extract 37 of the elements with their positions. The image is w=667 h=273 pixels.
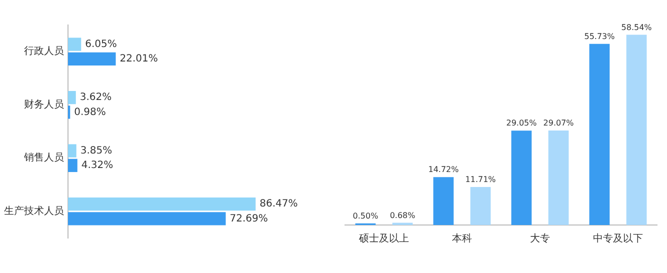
x-tick-label: 中专及以下 bbox=[593, 232, 643, 245]
bar bbox=[68, 158, 78, 172]
y-tick-label: 行政人员 bbox=[24, 46, 64, 58]
bar bbox=[433, 177, 454, 225]
bar bbox=[626, 34, 647, 225]
bar bbox=[68, 90, 76, 104]
x-tick-label: 本科 bbox=[452, 232, 472, 245]
y-tick-label: 生产技术人员 bbox=[4, 204, 64, 217]
data-label: 72.69% bbox=[230, 213, 268, 224]
data-label: 29.07% bbox=[543, 118, 574, 128]
data-label: 0.98% bbox=[74, 106, 106, 118]
data-label: 55.73% bbox=[584, 32, 616, 41]
bar bbox=[68, 144, 76, 158]
data-label: 4.32% bbox=[81, 160, 114, 172]
data-label: 86.47% bbox=[260, 198, 298, 210]
data-label: 29.05% bbox=[506, 118, 538, 128]
data-label: 14.72% bbox=[428, 165, 460, 174]
bar bbox=[589, 44, 610, 225]
data-label: 6.05% bbox=[85, 38, 117, 50]
bar bbox=[548, 130, 569, 225]
bar bbox=[470, 186, 491, 225]
y-tick-label: 财务人员 bbox=[24, 98, 64, 110]
data-label: 0.50% bbox=[352, 211, 379, 220]
x-tick-label: 硕士及以上 bbox=[358, 232, 409, 245]
bar bbox=[511, 130, 532, 225]
data-label: 22.01% bbox=[120, 54, 158, 65]
bar bbox=[68, 52, 116, 66]
data-label: 0.68% bbox=[390, 210, 416, 220]
data-label: 3.85% bbox=[80, 145, 112, 156]
data-label: 58.54% bbox=[621, 22, 652, 32]
bar bbox=[68, 212, 226, 226]
y-tick-label: 销售人员 bbox=[23, 152, 64, 164]
bar bbox=[68, 197, 256, 211]
x-tick-label: 大专 bbox=[530, 232, 550, 245]
data-label: 3.62% bbox=[80, 92, 112, 104]
data-label: 11.71% bbox=[465, 175, 496, 184]
bar bbox=[68, 38, 82, 51]
